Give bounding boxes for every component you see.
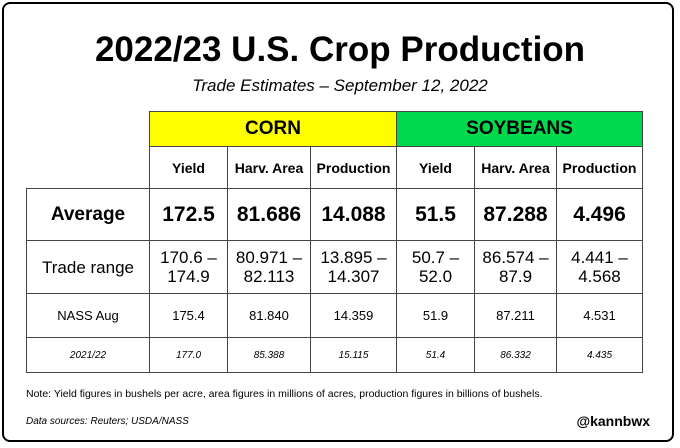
table-cell: 80.971 –82.113: [227, 240, 311, 294]
range-high: 87.9: [498, 267, 533, 286]
range-low: 4.441 –: [571, 248, 628, 267]
table-row: 2021/22 177.0 85.388 15.115 51.4 86.332 …: [26, 337, 643, 373]
footnote: Note: Yield figures in bushels per acre,…: [26, 388, 543, 400]
range-low: 86.574 –: [482, 248, 549, 267]
row-label: 2021/22: [26, 337, 150, 373]
page-subtitle: Trade Estimates – September 12, 2022: [192, 76, 488, 95]
column-header: Harv. Area: [474, 146, 557, 189]
column-header: Yield: [149, 146, 228, 189]
author-handle: @kannbwx: [576, 413, 650, 429]
column-header: Yield: [396, 146, 475, 189]
table-cell: 175.4: [149, 293, 228, 338]
table-cell: 87.288: [474, 188, 557, 241]
range-high: 4.568: [578, 267, 621, 286]
table-cell: 15.115: [310, 337, 397, 373]
table-cell: 86.332: [474, 337, 557, 373]
table-cell: 14.359: [310, 293, 397, 338]
table-row: Average 172.5 81.686 14.088 51.5 87.288 …: [26, 188, 643, 241]
range-high: 82.113: [243, 267, 295, 286]
table-cell: 87.211: [474, 293, 557, 338]
group-header-soybeans: SOYBEANS: [396, 111, 643, 147]
crop-table: CORN SOYBEANS Yield Harv. Area Productio…: [26, 111, 643, 373]
table-row: NASS Aug 175.4 81.840 14.359 51.9 87.211…: [26, 293, 643, 338]
table-cell: 13.895 –14.307: [310, 240, 397, 294]
column-header: Harv. Area: [227, 146, 311, 189]
table-cell: 85.388: [227, 337, 311, 373]
table-cell: 172.5: [149, 188, 228, 241]
range-low: 50.7 –: [411, 248, 460, 267]
table-cell: 4.435: [556, 337, 643, 373]
table-cell: 4.496: [556, 188, 643, 241]
range-high: 14.307: [327, 267, 380, 286]
range-low: 170.6 –: [160, 248, 217, 267]
range-high: 174.9: [167, 267, 210, 286]
row-label: Average: [26, 188, 150, 241]
data-sources: Data sources: Reuters; USDA/NASS: [26, 416, 189, 427]
table-cell: 14.088: [310, 188, 397, 241]
corner-blank: [27, 112, 150, 147]
table-row: Trade range 170.6 –174.9 80.971 –82.113 …: [26, 240, 643, 294]
card-frame: [2, 2, 674, 442]
range-low: 13.895 –: [320, 248, 387, 267]
range-high: 52.0: [418, 267, 453, 286]
table-cell: 4.441 –4.568: [556, 240, 643, 294]
table-cell: 81.840: [227, 293, 311, 338]
table-cell: 51.4: [396, 337, 475, 373]
page-title: 2022/23 U.S. Crop Production: [94, 30, 586, 69]
table-cell: 81.686: [227, 188, 311, 241]
table-cell: 86.574 –87.9: [474, 240, 557, 294]
table-cell: 50.7 –52.0: [396, 240, 475, 294]
column-header: Production: [556, 146, 643, 189]
table-cell: 177.0: [149, 337, 228, 373]
column-header: Production: [310, 146, 397, 189]
table-cell: 51.5: [396, 188, 475, 241]
corner-blank: [27, 147, 150, 189]
table-cell: 170.6 –174.9: [149, 240, 228, 294]
row-label: Trade range: [26, 240, 150, 294]
table-cell: 51.9: [396, 293, 475, 338]
row-label: NASS Aug: [26, 293, 150, 338]
group-header-corn: CORN: [149, 111, 397, 147]
table-cell: 4.531: [556, 293, 643, 338]
range-low: 80.971 –: [235, 248, 303, 267]
